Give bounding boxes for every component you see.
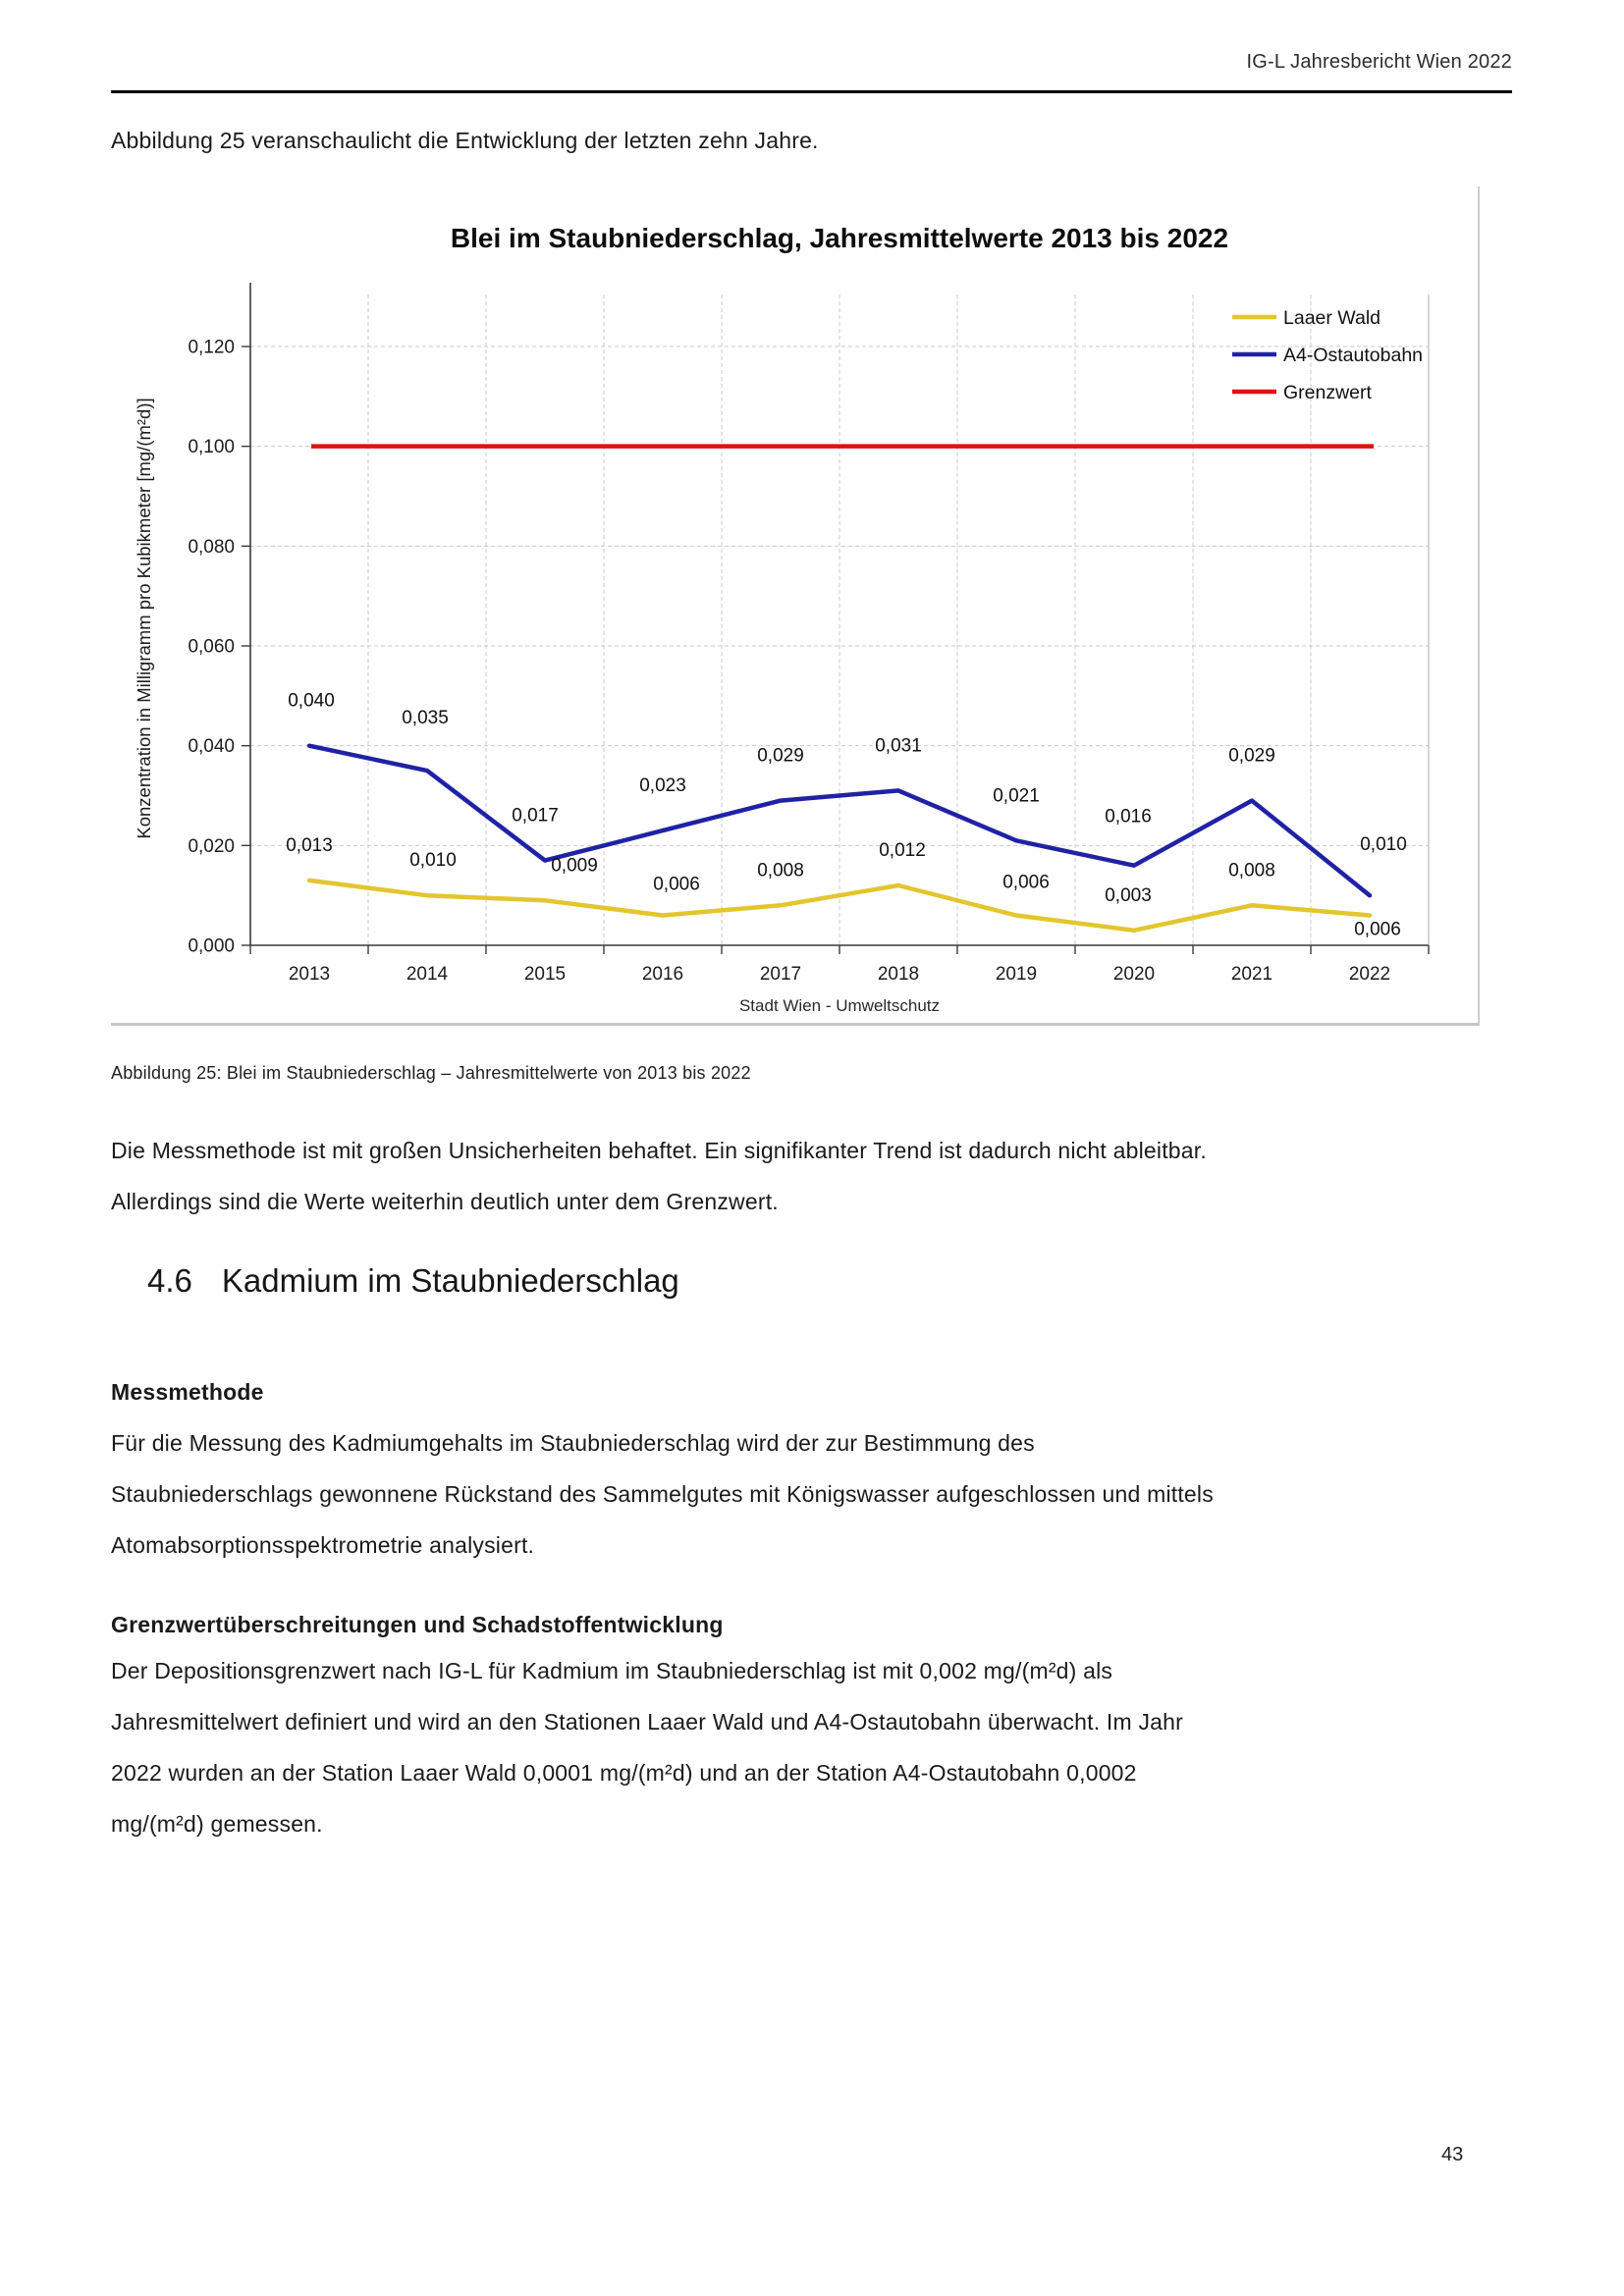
x-tick-label: 2017 <box>760 964 801 985</box>
x-tick-label: 2016 <box>642 964 683 985</box>
chart-titles: Blei im Staubniederschlag, Jahresmittelw… <box>134 223 1228 1015</box>
text-line: Der Depositionsgrenzwert nach IG-L für K… <box>111 1658 1113 1683</box>
data-label: 0,012 <box>879 840 926 861</box>
data-label: 0,006 <box>1354 920 1401 940</box>
y-tick-label: 0,000 <box>188 936 235 957</box>
data-label: 0,029 <box>1228 746 1275 767</box>
y-axis-title: Konzentration in Milligramm pro Kubikmet… <box>134 398 154 838</box>
series-line-laaer-wald <box>306 878 1373 934</box>
text-line: Atomabsorptionsspektrometrie analysiert. <box>111 1532 535 1558</box>
lead-dust-deposition-chart: 0,013 0,010 0,009 0,006 0,008 0,012 0,006 0,003… <box>134 223 1430 1015</box>
legend-label: A4-Ostautobahn <box>1283 345 1423 366</box>
data-label: 0,016 <box>1105 807 1152 828</box>
subheading-messmethode: Messmethode <box>111 1379 264 1405</box>
data-label: 0,013 <box>286 835 333 856</box>
y-tick-label: 0,120 <box>188 338 235 358</box>
data-label: 0,006 <box>653 875 700 895</box>
figure-25-chart-box: 0,013 0,010 0,009 0,006 0,008 0,012 0,006 0,003… <box>111 187 1480 1026</box>
data-label: 0,008 <box>757 860 804 881</box>
chart-source: Stadt Wien - Umweltschutz <box>739 996 940 1015</box>
data-label: 0,006 <box>1002 873 1050 893</box>
header-rule <box>111 90 1512 93</box>
text-line: Allerdings sind die Werte weiterhin deut… <box>111 1189 779 1214</box>
data-label: 0,023 <box>639 775 686 796</box>
data-label: 0,017 <box>512 806 559 827</box>
series-line-a4-ostautobahn <box>306 743 1373 898</box>
x-tick-label: 2021 <box>1231 964 1272 985</box>
x-tick-label: 2015 <box>524 964 566 985</box>
chart-title: Blei im Staubniederschlag, Jahresmittelw… <box>451 223 1228 253</box>
y-tick-label: 0,020 <box>188 836 235 857</box>
data-label: 0,031 <box>875 735 922 756</box>
text-line: Staubniederschlags gewonnene Rückstand d… <box>111 1481 1214 1507</box>
section-heading: 4.6 Kadmium im Staubniederschlag <box>147 1262 679 1300</box>
chart-data-labels: 0,013 0,010 0,009 0,006 0,008 0,012 0,006 0,003… <box>286 691 1407 940</box>
chart-axes: 0,000 0,020 0,040 0,060 0,080 0,100 0,120 2013 2… <box>188 283 1430 985</box>
text-line: Jahresmittelwert definiert und wird an d… <box>111 1709 1184 1735</box>
text-line: Die Messmethode ist mit großen Unsicherh… <box>111 1138 1207 1163</box>
data-label: 0,010 <box>409 850 457 871</box>
data-label: 0,029 <box>757 746 804 767</box>
x-tick-label: 2019 <box>996 964 1037 985</box>
legend-label: Grenzwert <box>1283 382 1373 403</box>
page-number: 43 <box>1441 2144 1464 2165</box>
paragraph-grenzwert: Der Depositionsgrenzwert nach IG-L für K… <box>111 1645 1544 1849</box>
section-number: 4.6 <box>147 1262 192 1299</box>
section-title: Kadmium im Staubniederschlag <box>221 1262 679 1299</box>
y-tick-label: 0,080 <box>188 537 235 558</box>
x-tick-label: 2022 <box>1349 964 1390 985</box>
paragraph-measurement-uncertainty: Die Messmethode ist mit großen Unsicherh… <box>111 1125 1544 1227</box>
data-label: 0,010 <box>1360 834 1407 855</box>
x-tick-label: 2018 <box>878 964 919 985</box>
text-line: Für die Messung des Kadmiumgehalts im St… <box>111 1430 1035 1456</box>
y-tick-label: 0,060 <box>188 637 235 658</box>
data-label: 0,003 <box>1105 885 1152 906</box>
data-label: 0,040 <box>288 691 335 712</box>
running-header: IG-L Jahresbericht Wien 2022 <box>1246 51 1512 73</box>
text-line: mg/(m²d) gemessen. <box>111 1811 323 1837</box>
x-tick-label: 2014 <box>406 964 449 985</box>
x-tick-label: 2013 <box>289 964 330 985</box>
text-line: 2022 wurden an der Station Laaer Wald 0,… <box>111 1760 1137 1786</box>
figure-caption: Abbildung 25: Blei im Staubniederschlag … <box>111 1063 751 1083</box>
chart-legend: Laaer Wald A4-Ostautobahn Grenzwert <box>1232 307 1423 403</box>
data-label: 0,035 <box>402 708 449 728</box>
x-tick-label: 2020 <box>1113 964 1155 985</box>
data-label: 0,021 <box>993 785 1040 806</box>
chart-series-lines <box>306 444 1374 934</box>
data-label: 0,008 <box>1228 860 1275 881</box>
y-tick-label: 0,100 <box>188 437 235 457</box>
paragraph-messmethode: Für die Messung des Kadmiumgehalts im St… <box>111 1417 1544 1571</box>
subheading-grenzwertueberschreitungen: Grenzwertüberschreitungen und Schadstoff… <box>111 1612 724 1637</box>
chart-gridlines <box>250 294 1430 945</box>
intro-text: Abbildung 25 veranschaulicht die Entwick… <box>111 128 819 153</box>
y-tick-label: 0,040 <box>188 736 235 757</box>
legend-label: Laaer Wald <box>1283 307 1380 329</box>
data-label: 0,009 <box>551 855 598 876</box>
